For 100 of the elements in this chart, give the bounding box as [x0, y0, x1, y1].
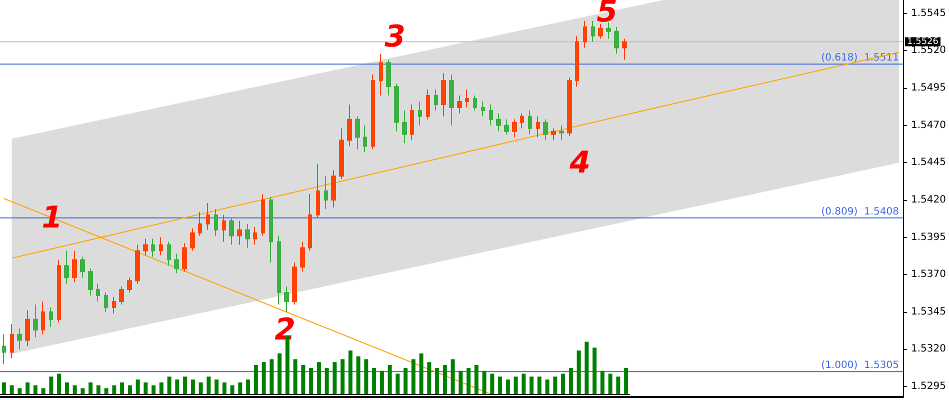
- candlestick: [269, 196, 273, 264]
- candlestick: [512, 118, 517, 138]
- bar: [427, 362, 432, 394]
- bar: [33, 385, 38, 394]
- candlestick: [151, 238, 155, 258]
- bar: [364, 359, 368, 394]
- y-tick-label: 1.5345: [911, 306, 946, 318]
- candlestick: [316, 164, 320, 218]
- bar: [396, 374, 400, 394]
- candlestick: [606, 22, 611, 40]
- bar: [332, 362, 337, 394]
- bar: [553, 376, 558, 394]
- candlestick: [496, 112, 501, 132]
- candlestick: [2, 334, 6, 365]
- candlestick: [591, 20, 595, 42]
- candlestick: [253, 226, 257, 246]
- candlestick: [41, 300, 45, 335]
- candlestick: [167, 241, 171, 266]
- bar: [270, 359, 274, 394]
- bar: [450, 359, 455, 394]
- candlestick: [504, 118, 509, 135]
- bar: [301, 365, 306, 394]
- candlestick: [386, 59, 391, 96]
- candlestick: [80, 256, 85, 278]
- bar: [466, 368, 471, 394]
- bar: [26, 382, 30, 394]
- candlestick: [96, 283, 100, 302]
- candlestick: [583, 20, 587, 48]
- bar: [419, 353, 424, 394]
- candlestick: [489, 104, 493, 126]
- bar: [584, 342, 589, 394]
- candlestick: [559, 124, 564, 141]
- candlestick: [104, 292, 108, 312]
- candlestick: [10, 323, 14, 359]
- candlestick: [25, 310, 30, 347]
- bar: [262, 362, 266, 394]
- candlestick: [159, 236, 163, 256]
- ref-line-label: 1.5526: [907, 36, 939, 47]
- bar: [96, 385, 100, 394]
- candlestick: [418, 100, 422, 126]
- candlestick: [434, 89, 438, 111]
- bar: [222, 382, 226, 394]
- candlestick: [410, 104, 414, 141]
- candlestick: [190, 228, 195, 252]
- candlestick: [543, 118, 548, 141]
- y-tick-label: 1.5470: [911, 120, 946, 131]
- candlestick: [135, 244, 140, 284]
- bar: [348, 350, 352, 394]
- candlestick: [324, 176, 328, 210]
- bar: [175, 380, 180, 394]
- bar: [190, 380, 195, 394]
- bar: [72, 385, 77, 394]
- candlestick: [222, 214, 226, 242]
- bar: [442, 365, 447, 394]
- candlestick: [182, 242, 187, 272]
- bar: [104, 388, 108, 394]
- bar: [576, 350, 581, 394]
- y-tick-label: 1.5420: [911, 194, 946, 206]
- bar: [592, 348, 597, 394]
- bar: [435, 368, 440, 394]
- annotation: 5: [596, 0, 618, 30]
- bar: [278, 353, 282, 394]
- bar: [474, 365, 478, 394]
- bar: [380, 370, 384, 394]
- candlestick: [379, 53, 383, 96]
- bar: [340, 359, 345, 394]
- candlestick: [347, 104, 352, 147]
- candlestick: [33, 304, 38, 338]
- bar: [616, 376, 620, 394]
- candlestick: [473, 95, 477, 111]
- bar: [112, 385, 116, 394]
- candlestick: [284, 286, 289, 312]
- candlestick: [112, 296, 116, 314]
- bar: [120, 382, 124, 394]
- candlestick: [300, 241, 305, 272]
- ref-line-label: (0.809) 1.5408: [821, 206, 900, 218]
- bar: [498, 376, 502, 394]
- candlestick: [520, 112, 524, 129]
- candlestick: [331, 170, 336, 208]
- candlestick: [198, 211, 202, 236]
- bar: [600, 370, 604, 394]
- y-tick-label: 1.5370: [911, 269, 946, 280]
- bar: [411, 359, 416, 394]
- candlestick: [449, 74, 454, 126]
- candlestick: [174, 253, 179, 274]
- candlestick: [49, 306, 53, 328]
- candlestick: [339, 128, 344, 180]
- bar: [514, 376, 518, 394]
- y-tick-label: 1.5445: [911, 157, 946, 168]
- bar: [88, 382, 93, 394]
- bar: [64, 382, 69, 394]
- candlestick: [292, 262, 297, 305]
- candlestick: [261, 194, 265, 236]
- y-tick-label: 1.5395: [911, 232, 946, 243]
- candlestick: [402, 110, 407, 144]
- bar: [167, 376, 172, 394]
- candlestick: [528, 110, 532, 135]
- bar: [324, 368, 329, 394]
- bar: [80, 388, 85, 394]
- bar: [49, 376, 54, 394]
